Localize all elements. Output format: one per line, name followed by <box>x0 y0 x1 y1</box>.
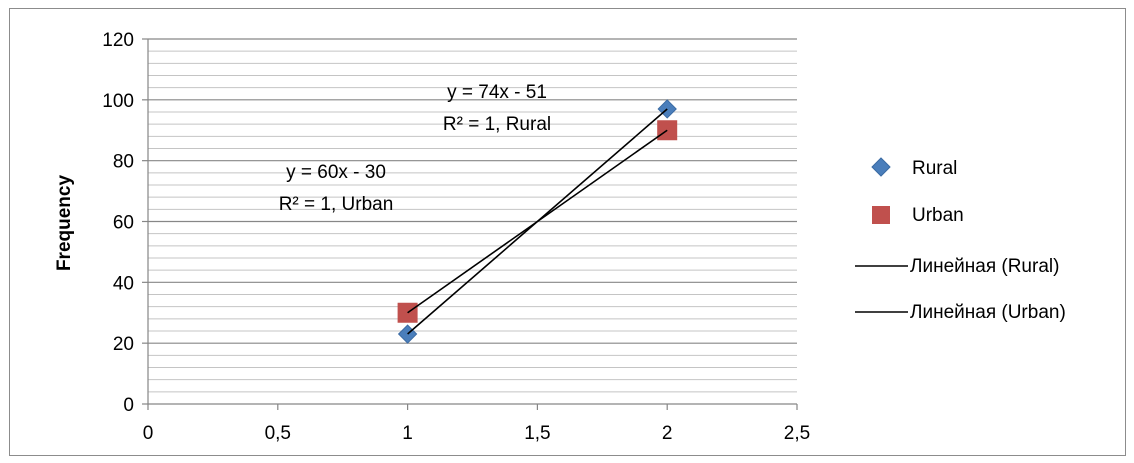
legend-item-urban: Urban <box>872 205 964 226</box>
y-axis-label: Frequency <box>54 175 75 272</box>
y-tick-label: 80 <box>113 152 134 173</box>
legend-item-rural-trend: Линейная (Rural) <box>855 256 1059 277</box>
trendlines <box>407 108 668 335</box>
y-tick-label: 0 <box>123 395 134 416</box>
legend-rural-label: Rural <box>912 158 957 179</box>
legend-urban-label: Urban <box>912 205 964 226</box>
urban-trend-equation: y = 60x - 30 <box>286 162 386 183</box>
x-tick-label: 2,5 <box>784 423 810 444</box>
legend-rural-trend-label: Линейная (Rural) <box>910 256 1059 277</box>
urban-trend-r2: R² = 1, Urban <box>279 194 394 215</box>
gridlines <box>148 38 797 393</box>
legend-urban-trend-label: Линейная (Urban) <box>910 302 1066 323</box>
rural-trend-equation: y = 74x - 51 <box>447 82 547 103</box>
y-tick-label: 20 <box>113 334 134 355</box>
chart-frame <box>9 8 1126 456</box>
legend-rural-diamond-icon <box>871 157 891 177</box>
rural-trend-r2: R² = 1, Rural <box>443 114 551 135</box>
y-tick-label: 40 <box>113 273 134 294</box>
x-ticks: 0 0,5 1 1,5 2 2,5 <box>143 404 810 444</box>
y-ticks: 0 20 40 60 80 100 120 <box>102 30 148 416</box>
x-tick-label: 2 <box>662 423 673 444</box>
urban-trendline <box>407 129 668 314</box>
legend-item-rural: Rural <box>871 157 957 179</box>
x-tick-label: 1 <box>402 423 413 444</box>
legend-item-urban-trend: Линейная (Urban) <box>855 302 1066 323</box>
legend: Rural Urban Линейная (Rural) Линейная (U… <box>855 157 1066 323</box>
x-tick-label: 0,5 <box>265 423 291 444</box>
y-tick-label: 60 <box>113 213 134 234</box>
y-tick-label: 100 <box>102 91 134 112</box>
x-tick-label: 0 <box>143 423 154 444</box>
y-tick-label: 120 <box>102 30 134 51</box>
x-tick-label: 1,5 <box>524 423 550 444</box>
legend-urban-square-icon <box>872 206 890 224</box>
